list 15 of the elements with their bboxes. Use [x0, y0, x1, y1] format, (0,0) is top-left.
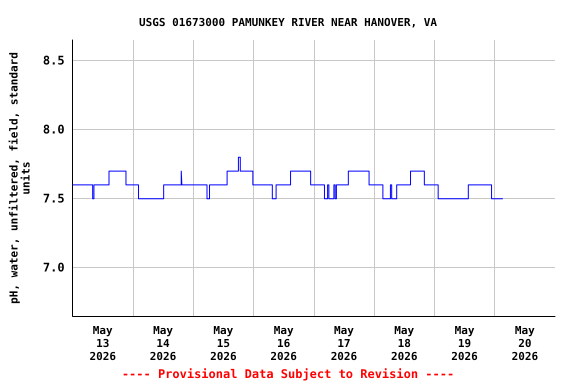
- y-tick-label: 8.5: [42, 54, 65, 68]
- x-tick-label: May 18 2026: [390, 324, 418, 363]
- x-tick-label: May 14 2026: [150, 324, 177, 363]
- x-tick-label: May 13 2026: [89, 324, 116, 363]
- x-tick-label: May 17 2026: [330, 324, 358, 363]
- chart-title: USGS 01673000 PAMUNKEY RIVER NEAR HANOVER, VA: [138, 16, 438, 29]
- x-tick-label: May 19 2026: [451, 324, 478, 363]
- text: ---- Provisional Data Subject to Revision ----: [122, 367, 454, 381]
- y-tick-label: 7.5: [42, 192, 65, 206]
- x-tick-label: May 16 2026: [270, 324, 298, 363]
- y-axis-title: pH, water, unfiltered, field, standard units: [8, 52, 32, 304]
- y-tick-label: 8.0: [42, 122, 65, 137]
- x-tick-label: May 20 2026: [512, 324, 538, 363]
- y-tick-label: 7.0: [42, 260, 65, 275]
- x-tick-label: May 15 2026: [210, 324, 237, 363]
